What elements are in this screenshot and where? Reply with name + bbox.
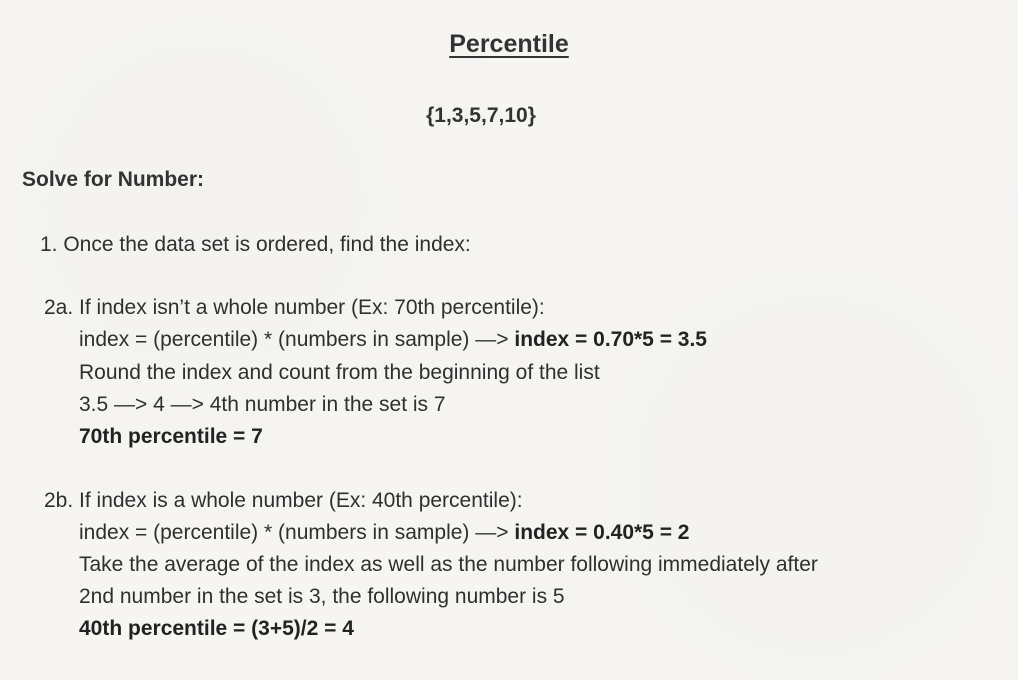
data-set: {1,3,5,7,10} <box>426 104 536 127</box>
case-b-formula: index = (percentile) * (numbers in sampl… <box>79 521 689 545</box>
page-title: Percentile <box>449 30 569 58</box>
case-a-answer: 70th percentile = 7 <box>79 425 263 448</box>
case-a-example: 3.5 —> 4 —> 4th number in the set is 7 <box>79 393 446 416</box>
case-b-example: 2nd number in the set is 3, the followin… <box>79 585 565 608</box>
case-b-instruction: Take the average of the index as well as… <box>79 553 818 576</box>
case-a-formula-result: index = 0.70*5 = 3.5 <box>514 328 707 351</box>
case-b-answer: 40th percentile = (3+5)/2 = 4 <box>79 617 354 640</box>
section-heading: Solve for Number: <box>22 168 205 191</box>
case-a-formula: index = (percentile) * (numbers in sampl… <box>79 328 707 352</box>
case-a-heading: 2a. If index isn’t a whole number (Ex: 7… <box>44 296 545 319</box>
case-b-heading: 2b. If index is a whole number (Ex: 40th… <box>44 489 523 512</box>
case-a-formula-prefix: index = (percentile) * (numbers in sampl… <box>79 328 515 351</box>
step-1-text: 1. Once the data set is ordered, find th… <box>40 233 471 256</box>
case-b-formula-result: index = 0.40*5 = 2 <box>514 521 690 544</box>
case-b-formula-prefix: index = (percentile) * (numbers in sampl… <box>79 521 515 544</box>
case-a-instruction: Round the index and count from the begin… <box>79 361 600 384</box>
